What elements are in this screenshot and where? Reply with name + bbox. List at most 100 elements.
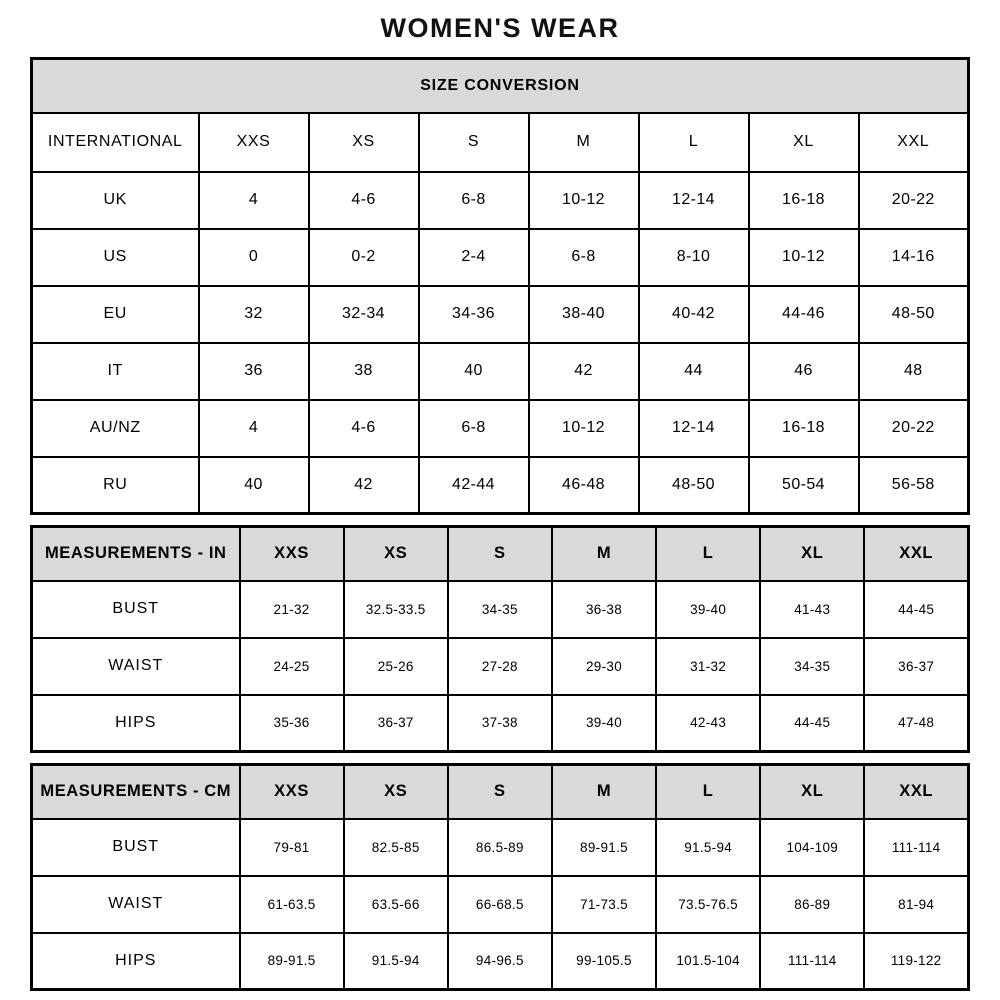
value-cell: 6-8 <box>417 170 530 230</box>
size-column-header: XS <box>342 763 449 820</box>
value-cell: 111-114 <box>863 817 970 877</box>
value-cell: 81-94 <box>863 874 970 934</box>
row-label: US <box>30 227 200 287</box>
size-column-header: XS <box>307 111 420 173</box>
value-cell: 10-12 <box>527 398 640 458</box>
value-cell: 14-16 <box>857 227 970 287</box>
value-cell: 29-30 <box>550 636 658 696</box>
value-cell: 111-114 <box>759 931 866 991</box>
value-cell: 10-12 <box>527 170 640 230</box>
value-cell: 6-8 <box>527 227 640 287</box>
value-cell: 66-68.5 <box>446 874 553 934</box>
size-column-header: XL <box>747 111 860 173</box>
table-row: WAIST 24-25 25-26 27-28 29-30 31-32 34-35 36-37 <box>30 636 970 696</box>
value-cell: 79-81 <box>238 817 345 877</box>
size-column-header: S <box>446 525 553 582</box>
value-cell: 86-89 <box>759 874 866 934</box>
table-header-row: MEASUREMENTS - IN XXS XS S M L XL XXL <box>30 525 970 582</box>
size-column-header: S <box>417 111 530 173</box>
value-cell: 4-6 <box>307 398 420 458</box>
value-cell: 38-40 <box>527 284 640 344</box>
value-cell: 101.5-104 <box>655 931 762 991</box>
value-cell: 38 <box>307 341 420 401</box>
value-cell: 2-4 <box>417 227 530 287</box>
value-cell: 91.5-94 <box>342 931 449 991</box>
value-cell: 40-42 <box>637 284 750 344</box>
value-cell: 86.5-89 <box>446 817 553 877</box>
table-row: UK 4 4-6 6-8 10-12 12-14 16-18 20-22 <box>30 170 970 230</box>
value-cell: 41-43 <box>759 579 866 639</box>
value-cell: 44-45 <box>863 579 970 639</box>
value-cell: 73.5-76.5 <box>655 874 762 934</box>
value-cell: 31-32 <box>655 636 762 696</box>
row-label: BUST <box>30 579 241 639</box>
size-column-header: M <box>527 111 640 173</box>
table-header-row: INTERNATIONAL XXS XS S M L XL XXL <box>30 111 970 173</box>
row-label: EU <box>30 284 200 344</box>
value-cell: 48-50 <box>857 284 970 344</box>
value-cell: 34-35 <box>446 579 553 639</box>
value-cell: 25-26 <box>342 636 449 696</box>
value-cell: 71-73.5 <box>550 874 658 934</box>
value-cell: 34-35 <box>759 636 866 696</box>
label-column-header: MEASUREMENTS - CM <box>30 763 241 820</box>
size-column-header: XS <box>342 525 449 582</box>
size-column-header: XXL <box>863 763 970 820</box>
size-column-header: XXL <box>863 525 970 582</box>
row-label: WAIST <box>30 874 241 934</box>
value-cell: 50-54 <box>747 455 860 515</box>
value-cell: 56-58 <box>857 455 970 515</box>
value-cell: 27-28 <box>446 636 553 696</box>
value-cell: 36-37 <box>342 693 449 753</box>
value-cell: 12-14 <box>637 170 750 230</box>
size-column-header: L <box>655 525 762 582</box>
value-cell: 21-32 <box>238 579 345 639</box>
value-cell: 36-38 <box>550 579 658 639</box>
table-row: HIPS 89-91.5 91.5-94 94-96.5 99-105.5 101.5-1… <box>30 931 970 991</box>
measurements-cm-table: MEASUREMENTS - CM XXS XS S M L XL XXL BUST 79-81 8… <box>30 763 970 991</box>
value-cell: 4 <box>197 398 310 458</box>
size-column-header: L <box>637 111 750 173</box>
value-cell: 104-109 <box>759 817 866 877</box>
value-cell: 32-34 <box>307 284 420 344</box>
row-label: IT <box>30 341 200 401</box>
value-cell: 36-37 <box>863 636 970 696</box>
value-cell: 61-63.5 <box>238 874 345 934</box>
table-row: US 0 0-2 2-4 6-8 8-10 10-12 14-16 <box>30 227 970 287</box>
value-cell: 47-48 <box>863 693 970 753</box>
value-cell: 39-40 <box>550 693 658 753</box>
value-cell: 16-18 <box>747 170 860 230</box>
size-conversion-table: SIZE CONVERSION INTERNATIONAL XXS XS S M L XL XX… <box>30 57 970 515</box>
value-cell: 40 <box>197 455 310 515</box>
size-column-header: XL <box>759 525 866 582</box>
row-label: HIPS <box>30 693 241 753</box>
value-cell: 63.5-66 <box>342 874 449 934</box>
value-cell: 35-36 <box>238 693 345 753</box>
table-row: WAIST 61-63.5 63.5-66 66-68.5 71-73.5 73.5-76… <box>30 874 970 934</box>
table-row: RU 40 42 42-44 46-48 48-50 50-54 56-58 <box>30 455 970 515</box>
row-label: WAIST <box>30 636 241 696</box>
row-label: RU <box>30 455 200 515</box>
size-column-header: M <box>550 525 658 582</box>
value-cell: 40 <box>417 341 530 401</box>
value-cell: 46-48 <box>527 455 640 515</box>
row-label: BUST <box>30 817 241 877</box>
value-cell: 10-12 <box>747 227 860 287</box>
measurements-in-table: MEASUREMENTS - IN XXS XS S M L XL XXL BUST 21-32 3… <box>30 525 970 753</box>
value-cell: 91.5-94 <box>655 817 762 877</box>
value-cell: 16-18 <box>747 398 860 458</box>
table-row: EU 32 32-34 34-36 38-40 40-42 44-46 48-50 <box>30 284 970 344</box>
value-cell: 46 <box>747 341 860 401</box>
value-cell: 8-10 <box>637 227 750 287</box>
page-title: WOMEN'S WEAR <box>380 13 620 43</box>
value-cell: 24-25 <box>238 636 345 696</box>
value-cell: 0 <box>197 227 310 287</box>
table-row: AU/NZ 4 4-6 6-8 10-12 12-14 16-18 20-22 <box>30 398 970 458</box>
table-header-row: MEASUREMENTS - CM XXS XS S M L XL XXL <box>30 763 970 820</box>
value-cell: 6-8 <box>417 398 530 458</box>
value-cell: 119-122 <box>863 931 970 991</box>
table-banner-row: SIZE CONVERSION <box>30 57 970 114</box>
row-label: HIPS <box>30 931 241 991</box>
table-row: BUST 21-32 32.5-33.5 34-35 36-38 39-40 41-43 44… <box>30 579 970 639</box>
